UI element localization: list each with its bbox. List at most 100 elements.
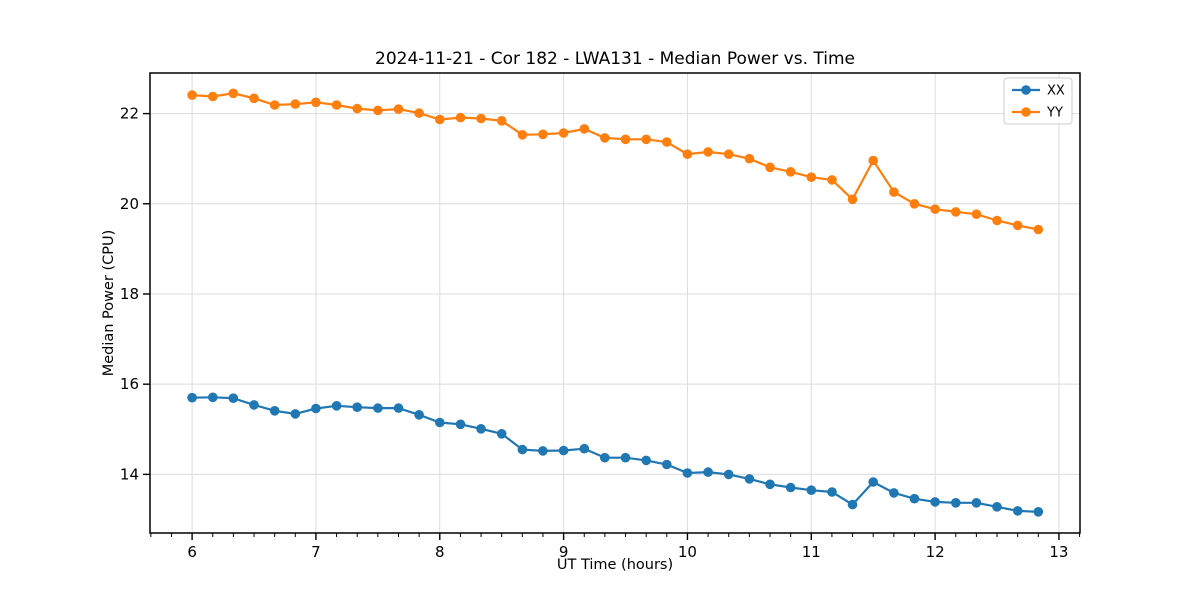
series-yy-point	[373, 105, 383, 116]
series-xx-point	[538, 446, 548, 456]
series-xx-point	[682, 468, 693, 478]
series-yy-point	[703, 147, 713, 157]
series-yy-point	[847, 194, 858, 205]
series-yy-point	[951, 207, 961, 217]
series-yy-point	[269, 100, 280, 110]
series-yy-point	[249, 93, 259, 104]
series-xx-point	[909, 493, 920, 504]
series-xx-point	[208, 392, 218, 403]
series-xx-point	[517, 444, 528, 455]
series-yy-point	[868, 155, 878, 166]
series-yy-point	[455, 112, 466, 123]
x-tick-label: 9	[559, 543, 569, 561]
series-yy-point	[600, 133, 610, 143]
series-yy-point	[476, 113, 486, 124]
series-xx-line	[192, 396, 1039, 513]
series-xx-point	[703, 467, 713, 477]
series-xx-point	[1033, 507, 1044, 517]
series-xx-point	[455, 419, 466, 430]
series-yy-point	[827, 175, 837, 185]
legend-marker-yy	[1021, 107, 1031, 117]
series-xx-point	[785, 482, 796, 493]
series-xx-point	[971, 498, 982, 508]
series-yy-point	[992, 215, 1002, 226]
series-yy-point	[393, 104, 404, 114]
series-xx-point	[951, 498, 961, 508]
series-xx-point	[414, 410, 424, 420]
y-tick-label: 20	[120, 195, 139, 213]
series-yy-point	[187, 90, 197, 100]
series-xx-point	[187, 392, 197, 403]
series-yy-point	[723, 149, 734, 159]
series-xx-point	[476, 424, 486, 434]
y-tick-label: 14	[120, 465, 139, 483]
series-xx-point	[496, 429, 507, 439]
series-xx-point	[558, 445, 569, 456]
series-yy-point	[1012, 220, 1023, 231]
y-tick-label: 22	[120, 105, 139, 123]
series-xx-point	[269, 406, 280, 416]
series-yy-point	[889, 187, 899, 197]
series-xx-point	[723, 469, 734, 480]
series-xx-point	[579, 443, 590, 454]
y-tick-label: 18	[120, 285, 139, 303]
series-xx-point	[765, 479, 775, 490]
series-xx-point	[600, 452, 610, 463]
series-yy-point	[682, 149, 693, 159]
series-xx-point	[331, 401, 342, 411]
series-xx-point	[868, 477, 878, 487]
series-yy-point	[909, 199, 920, 209]
series-yy-point	[971, 209, 982, 219]
series-yy-point	[558, 128, 569, 138]
y-tick-label: 16	[120, 375, 139, 393]
series-xx-point	[249, 400, 259, 410]
series-yy-point	[435, 114, 445, 125]
series-yy-point	[620, 134, 631, 145]
series-xx-point	[806, 485, 817, 496]
series-xx-point	[847, 499, 858, 510]
series-yy-point	[228, 88, 239, 99]
plot-border	[149, 72, 1081, 534]
series-xx-point	[744, 474, 755, 484]
series-xx-point	[930, 497, 940, 507]
series-yy-point	[744, 153, 755, 164]
series-yy-point	[290, 99, 301, 109]
legend-label-xx: XX	[1047, 84, 1065, 99]
series-xx-point	[889, 488, 899, 498]
series-xx-point	[827, 487, 837, 497]
x-tick-label: 8	[435, 543, 445, 561]
series-yy-point	[208, 91, 218, 102]
series-yy-point	[641, 134, 651, 145]
series-yy-point	[579, 124, 590, 134]
series-xx-point	[228, 393, 239, 404]
series-xx-point	[373, 403, 383, 413]
series-xx-point	[393, 403, 404, 413]
x-tick-label: 7	[311, 543, 321, 561]
legend-label-yy: YY	[1046, 106, 1063, 121]
series-xx-point	[662, 459, 672, 470]
x-tick-label: 10	[678, 543, 697, 561]
x-tick-label: 13	[1049, 543, 1068, 561]
x-tick-label: 12	[926, 543, 945, 561]
x-axis-label: UT Time (hours)	[556, 557, 674, 573]
series-xx-point	[1012, 506, 1023, 516]
series-xx-point	[620, 452, 631, 463]
legend-marker-xx	[1021, 85, 1031, 95]
series-yy-point	[765, 162, 775, 173]
series-yy-point	[352, 103, 363, 114]
series-yy-point	[785, 167, 796, 177]
series-xx-point	[311, 403, 321, 414]
series-yy-point	[806, 172, 817, 182]
chart-title: 2024-11-21 - Cor 182 - LWA131 - Median P…	[375, 49, 855, 69]
series-yy-point	[414, 108, 424, 118]
series-xx-point	[641, 455, 651, 466]
series-xx-point	[435, 417, 445, 428]
series-yy-point	[1033, 224, 1044, 235]
series-yy-point	[331, 100, 342, 110]
series-xx-point	[352, 402, 363, 413]
x-tick-label: 6	[187, 543, 197, 561]
series-yy-point	[517, 130, 528, 140]
series-yy-point	[662, 137, 672, 147]
